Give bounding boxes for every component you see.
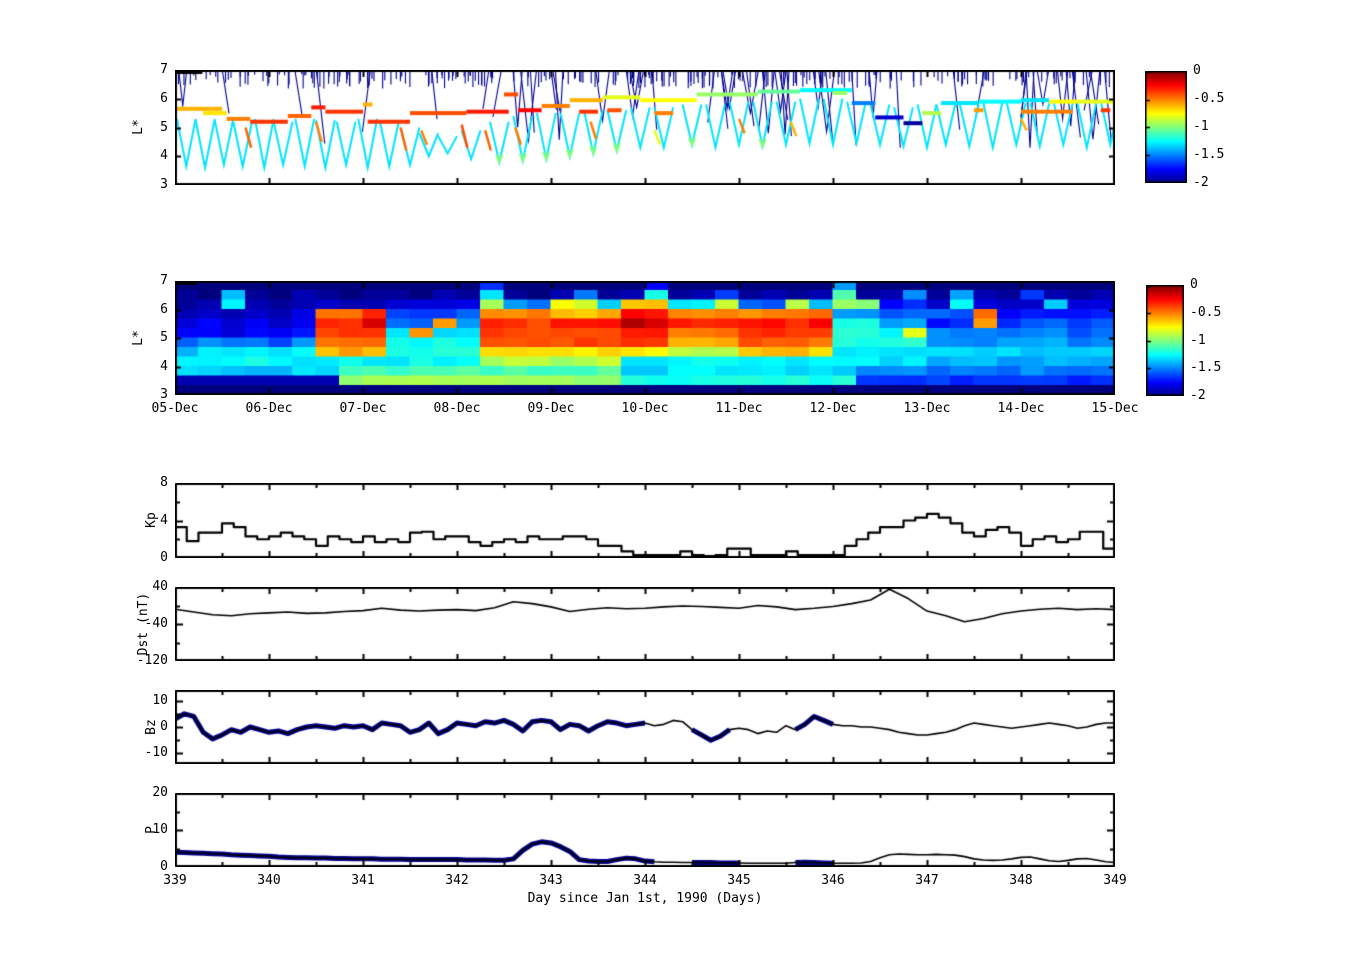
colorbar-tick-label: -1.5 bbox=[1193, 147, 1225, 162]
day-tick-label: 347 bbox=[915, 873, 939, 888]
psd-ytick-label: 7 bbox=[160, 62, 168, 77]
bz-ytick-label: 0 bbox=[160, 719, 168, 734]
dst-ytick-label: -120 bbox=[136, 653, 168, 668]
colorbar-tick-label: 0 bbox=[1193, 63, 1201, 78]
date-tick-label: 11-Dec bbox=[715, 401, 763, 416]
psd-ytick-label: 5 bbox=[160, 119, 168, 135]
colorbar-tick-label: 0 bbox=[1190, 277, 1198, 292]
p-ytick-label: 10 bbox=[152, 822, 168, 837]
psd-ytick-label: 4 bbox=[160, 148, 168, 164]
bz-canvas bbox=[175, 690, 1115, 764]
colorbar-tick-label: -2 bbox=[1190, 388, 1206, 403]
date-tick-label: 14-Dec bbox=[997, 401, 1045, 416]
date-tick-label: 09-Dec bbox=[527, 401, 575, 416]
date-tick-label: 06-Dec bbox=[245, 401, 293, 416]
p-panel bbox=[175, 793, 1115, 867]
colorbar-tick-label: -1 bbox=[1193, 119, 1209, 134]
day-tick-label: 346 bbox=[821, 873, 845, 888]
psd-ytick-label: 3 bbox=[160, 177, 168, 192]
psd-scatter-panel bbox=[175, 70, 1115, 185]
date-tick-label: 07-Dec bbox=[339, 401, 387, 416]
p-ytick-label: 20 bbox=[152, 785, 168, 800]
dst-canvas bbox=[175, 587, 1115, 661]
psd-ytick-label: 7 bbox=[160, 273, 168, 288]
day-tick-label: 342 bbox=[445, 873, 469, 888]
psd-ytick-label: 3 bbox=[160, 387, 168, 402]
spectrogram-colorbar bbox=[1146, 285, 1184, 396]
colorbar-tick-label: -2 bbox=[1193, 175, 1209, 190]
psd-ytick-label: 6 bbox=[160, 90, 168, 106]
kp-ytick-label: 8 bbox=[160, 475, 168, 490]
dst-ytick-label: -40 bbox=[144, 616, 168, 631]
p-ytick-label: 0 bbox=[160, 859, 168, 874]
day-tick-label: 348 bbox=[1009, 873, 1033, 888]
psd-scatter-canvas bbox=[175, 70, 1115, 185]
colorbar-canvas bbox=[1145, 71, 1187, 183]
spectrogram-panel bbox=[175, 281, 1115, 395]
bz-ytick-label: -10 bbox=[144, 745, 168, 761]
psd-scatter-colorbar bbox=[1145, 71, 1187, 183]
spectrogram-canvas bbox=[175, 281, 1115, 395]
kp-ytick-label: 4 bbox=[160, 512, 168, 528]
colorbar-tick-label: -1 bbox=[1190, 332, 1206, 348]
date-tick-label: 15-Dec bbox=[1091, 401, 1139, 416]
kp-ytick-label: 0 bbox=[160, 550, 168, 565]
bz-panel bbox=[175, 690, 1115, 764]
dst-panel bbox=[175, 587, 1115, 661]
dst-ytick-label: 40 bbox=[152, 579, 168, 594]
x-axis-label: Day since Jan 1st, 1990 (Days) bbox=[527, 891, 763, 906]
psd-ytick-label: 6 bbox=[160, 301, 168, 317]
day-tick-label: 340 bbox=[257, 873, 281, 888]
psd-ytick-label: 5 bbox=[160, 330, 168, 345]
colorbar-tick-label: -1.5 bbox=[1190, 360, 1222, 376]
date-tick-label: 05-Dec bbox=[151, 401, 199, 416]
bz-ytick-label: 10 bbox=[152, 692, 168, 708]
day-tick-label: 341 bbox=[351, 873, 375, 888]
kp-panel bbox=[175, 483, 1115, 558]
day-tick-label: 349 bbox=[1103, 873, 1127, 888]
day-tick-label: 344 bbox=[633, 873, 657, 888]
p-canvas bbox=[175, 793, 1115, 867]
date-tick-label: 10-Dec bbox=[621, 401, 669, 416]
colorbar-canvas bbox=[1146, 285, 1184, 396]
day-tick-label: 345 bbox=[727, 873, 751, 888]
colorbar-tick-label: -0.5 bbox=[1190, 304, 1222, 320]
date-tick-label: 13-Dec bbox=[903, 401, 951, 416]
kp-canvas bbox=[175, 483, 1115, 558]
date-tick-label: 12-Dec bbox=[809, 401, 857, 416]
day-tick-label: 343 bbox=[539, 873, 563, 888]
day-tick-label: 339 bbox=[163, 873, 187, 888]
psd-ytick-label: 4 bbox=[160, 358, 168, 374]
date-tick-label: 08-Dec bbox=[433, 401, 481, 416]
colorbar-tick-label: -0.5 bbox=[1193, 91, 1225, 106]
